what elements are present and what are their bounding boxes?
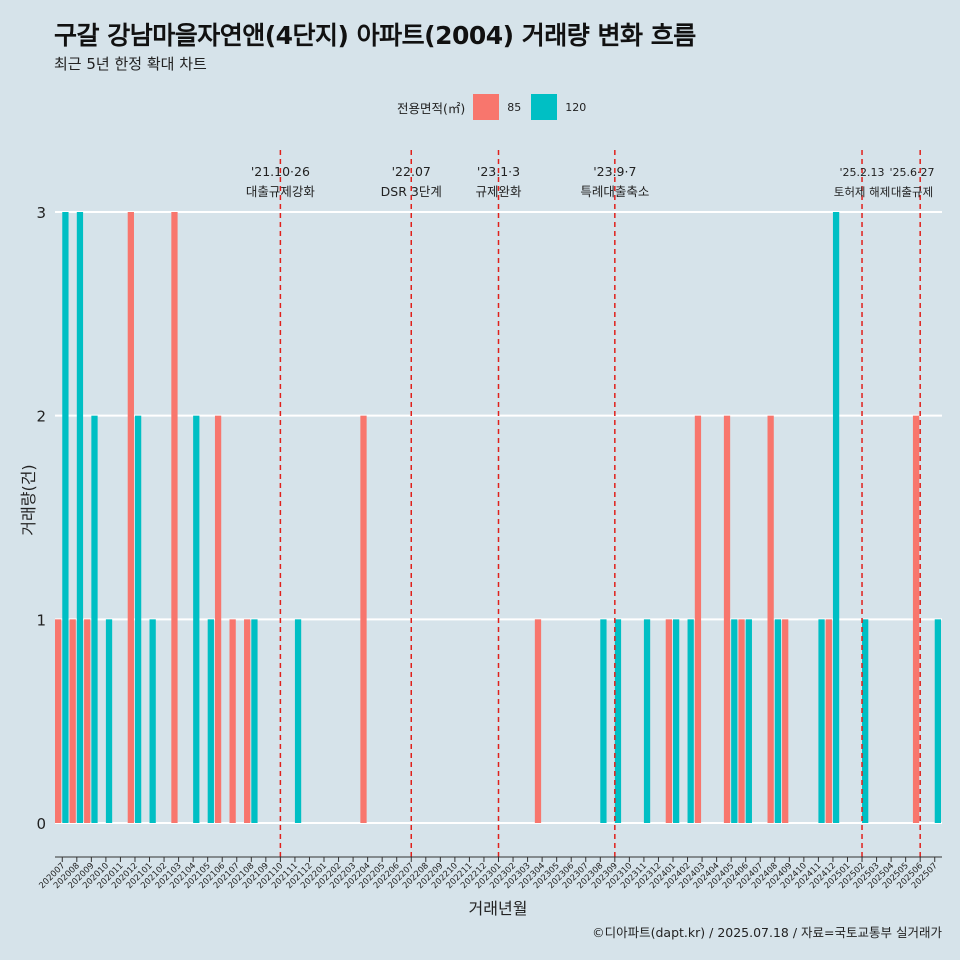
event-desc-label: DSR 3단계: [381, 184, 442, 199]
bar-120-202008: [76, 212, 84, 823]
source-caption: ©디아파트(dapt.kr) / 2025.07.18 / 자료=국토교통부 실…: [592, 925, 942, 940]
bar-120-202309: [614, 619, 622, 823]
chart-title: 구갈 강남마을자연앤(4단지) 아파트(2004) 거래량 변화 흐름: [54, 21, 696, 50]
bar-85-202409: [782, 619, 789, 823]
legend-title: 전용면적(㎡): [397, 100, 466, 116]
bar-120-202104: [193, 415, 200, 823]
bar-85-202009: [84, 619, 91, 823]
bar-120-202108: [251, 619, 258, 823]
y-tick-label: 2: [36, 408, 46, 426]
bar-85-202304: [534, 619, 542, 823]
event-desc-label: 대출규제강화: [246, 184, 316, 199]
bar-120-202406: [745, 619, 752, 823]
y-tick-label: 1: [36, 611, 46, 629]
bar-85-202405: [723, 415, 731, 823]
bar-85-202406: [738, 619, 745, 823]
bar-85-202106: [214, 415, 222, 823]
bar-120-202111: [294, 619, 302, 823]
x-axis-title: 거래년월: [469, 899, 528, 918]
legend-label-85: 85: [507, 100, 522, 114]
bar-120-202401: [672, 619, 680, 823]
bar-120-202311: [643, 619, 651, 823]
event-desc-label: 토허제 해제: [834, 185, 891, 199]
bar-120-202412: [832, 212, 840, 823]
bar-120-202405: [731, 619, 738, 823]
legend-swatch-85: [473, 94, 500, 120]
legend-label-120: 120: [565, 100, 587, 114]
y-tick-label: 3: [36, 204, 46, 222]
event-date-label: '23.9·7: [593, 164, 636, 179]
bar-120-202105: [207, 619, 214, 823]
bar-85-202403: [694, 415, 702, 823]
bar-85-202107: [229, 619, 236, 823]
event-date-label: '22.07: [392, 164, 431, 179]
bar-85-202401: [665, 619, 672, 823]
bar-120-202507: [934, 619, 941, 823]
y-tick-label: 0: [36, 815, 46, 833]
bar-120-202308: [600, 619, 607, 823]
bar-85-202412: [825, 619, 832, 823]
bar-120-202408: [774, 619, 782, 823]
bar-120-202009: [91, 415, 98, 823]
bar-85-202007: [55, 619, 62, 823]
legend-swatch-120: [531, 94, 558, 120]
bar-120-202502: [862, 619, 869, 823]
bar-85-202506: [912, 415, 920, 823]
bar-120-202010: [105, 619, 113, 823]
bar-85-202012: [127, 212, 134, 823]
legend: 전용면적(㎡) 85 120: [397, 94, 596, 120]
event-desc-label: 특례대출축소: [580, 184, 649, 199]
bar-120-202411: [818, 619, 825, 823]
event-date-label: '23.1·3: [477, 164, 520, 179]
chart-subtitle: 최근 5년 한정 확대 차트: [54, 55, 207, 73]
bar-85-202008: [69, 619, 76, 823]
event-date-label: '25.6·27: [889, 166, 934, 179]
bar-85-202204: [360, 415, 367, 823]
event-date-label: '25.2.13: [840, 166, 885, 179]
bar-85-202408: [767, 415, 774, 823]
y-axis-title: 거래량(건): [19, 464, 38, 535]
bar-85-202108: [244, 619, 251, 823]
bar-120-202012: [134, 415, 142, 823]
event-desc-label: 규제완화: [475, 184, 522, 199]
bar-120-202402: [687, 619, 694, 823]
bar-85-202103: [171, 212, 178, 823]
event-desc-label: 대출규제: [891, 185, 933, 199]
bar-120-202007: [62, 212, 69, 823]
bar-120-202101: [149, 619, 156, 823]
event-date-label: '21.10·26: [251, 164, 310, 179]
